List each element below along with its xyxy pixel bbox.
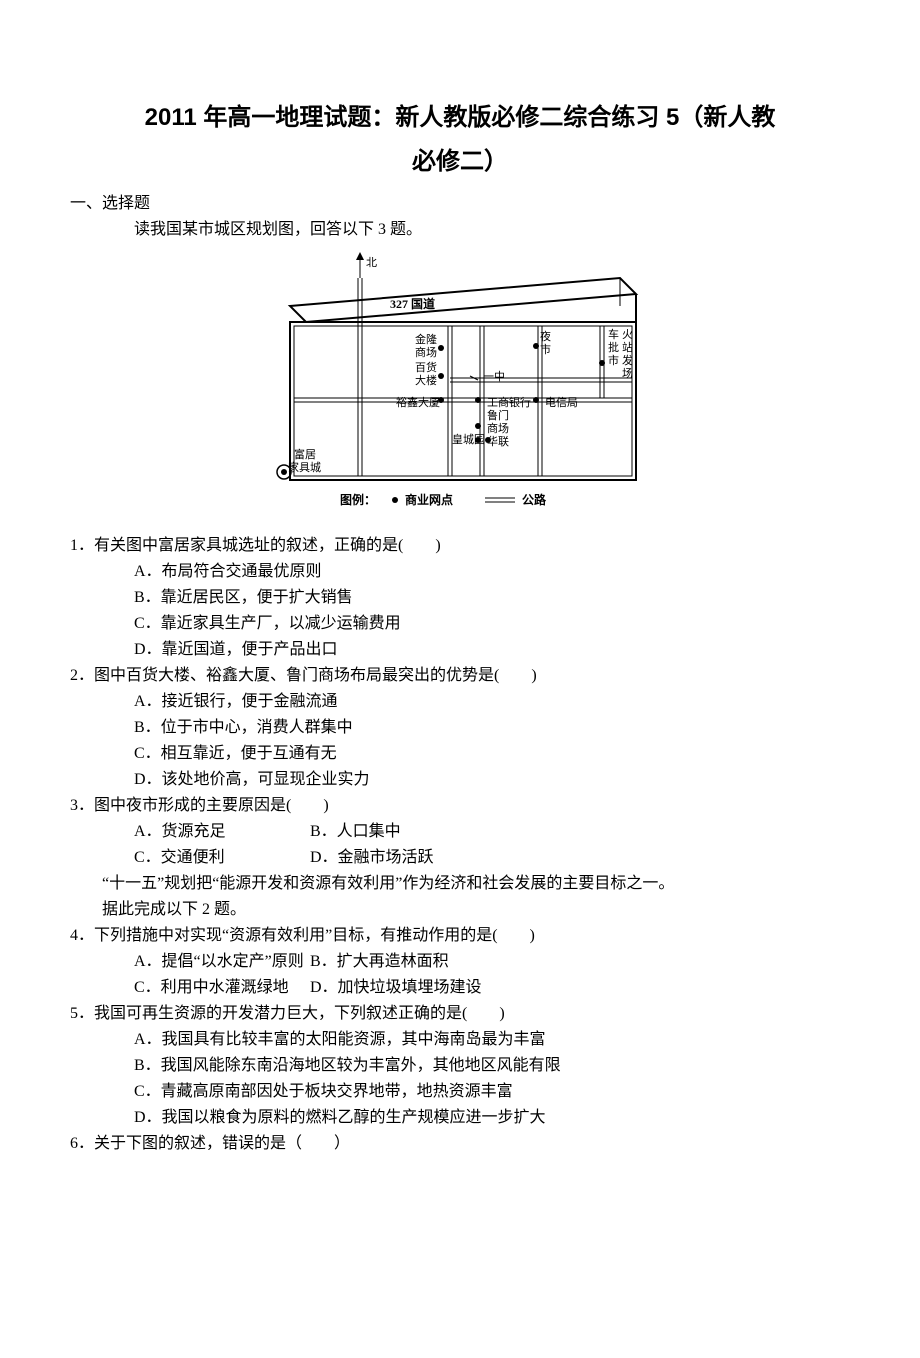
question-stem: 2．图中百货大楼、裕鑫大厦、鲁门商场布局最突出的优势是( ) [70,664,850,688]
svg-text:图例：: 图例： [340,492,376,507]
reading-instruction: 读我国某市城区规划图，回答以下 3 题。 [70,218,850,242]
svg-text:鲁门: 鲁门 [487,408,509,422]
svg-text:市: 市 [608,353,619,367]
svg-text:家具城: 家具城 [288,460,321,474]
city-plan-svg: 北327 国道金隆商场百货大楼裕鑫大厦皇城园一中工商银行鲁门商场华联电信局夜市车… [260,248,660,518]
svg-text:北: 北 [366,256,377,269]
svg-text:批: 批 [608,340,619,354]
svg-text:皇城园: 皇城园 [452,432,485,446]
option: B．我国风能除东南沿海地区较为丰富外，其他地区风能有限 [70,1054,850,1078]
svg-text:华联: 华联 [487,434,509,448]
option: A．提倡“以水定产”原则 [134,950,310,974]
svg-text:电信局: 电信局 [545,396,578,409]
svg-text:百货: 百货 [415,360,437,374]
option: B．扩大再造林面积 [310,950,486,974]
question-stem: 3．图中夜市形成的主要原因是( ) [70,794,850,818]
svg-text:商场: 商场 [487,421,509,435]
option: D．金融市场活跃 [310,846,486,870]
svg-text:商场: 商场 [415,345,437,359]
option-row: A．提倡“以水定产”原则B．扩大再造林面积 [70,950,850,974]
option: B．位于市中心，消费人群集中 [70,716,850,740]
page-title-line1: 2011 年高一地理试题：新人教版必修二综合练习 5（新人教 [70,100,850,136]
svg-text:公路: 公路 [522,492,547,507]
svg-text:火: 火 [622,329,633,341]
option: C．青藏高原南部因处于板块交界地带，地热资源丰富 [70,1080,850,1104]
question-stem: 6．关于下图的叙述，错误的是（ ） [70,1132,850,1156]
option: D．靠近国道，便于产品出口 [70,638,850,662]
svg-text:市: 市 [540,342,551,356]
city-plan-diagram: 北327 国道金隆商场百货大楼裕鑫大厦皇城园一中工商银行鲁门商场华联电信局夜市车… [70,248,850,526]
option: D．我国以粮食为原料的燃料乙醇的生产规模应进一步扩大 [70,1106,850,1130]
option: C．利用中水灌溉绿地 [134,976,310,1000]
svg-text:裕鑫大厦: 裕鑫大厦 [396,395,440,409]
option: B．人口集中 [310,820,486,844]
option-row: A．货源充足B．人口集中 [70,820,850,844]
svg-text:富居: 富居 [294,447,316,461]
option-row: C．利用中水灌溉绿地D．加快垃圾填埋场建设 [70,976,850,1000]
option: A．我国具有比较丰富的太阳能资源，其中海南岛最为丰富 [70,1028,850,1052]
svg-text:工商银行: 工商银行 [487,395,531,409]
section-heading: 一、选择题 [70,192,850,216]
option: B．靠近居民区，便于扩大销售 [70,586,850,610]
option: D．该处地价高，可显现企业实力 [70,768,850,792]
option: C．靠近家具生产厂，以减少运输费用 [70,612,850,636]
svg-text:夜: 夜 [540,329,551,343]
option: A．货源充足 [134,820,310,844]
option: C．交通便利 [134,846,310,870]
question-stem: 4．下列措施中对实现“资源有效利用”目标，有推动作用的是( ) [70,924,850,948]
question-stem: 1．有关图中富居家具城选址的叙述，正确的是( ) [70,534,850,558]
option: A．接近银行，便于金融流通 [70,690,850,714]
svg-text:金隆: 金隆 [415,332,437,346]
note: 据此完成以下 2 题。 [70,898,850,922]
svg-text:车: 车 [608,327,619,341]
svg-text:站: 站 [622,340,633,354]
svg-text:一中: 一中 [483,370,505,383]
svg-text:大楼: 大楼 [415,373,437,387]
option: C．相互靠近，便于互通有无 [70,742,850,766]
svg-text:发: 发 [622,353,633,367]
questions-container: 1．有关图中富居家具城选址的叙述，正确的是( )A．布局符合交通最优原则B．靠近… [70,534,850,1156]
svg-text:327 国道: 327 国道 [390,296,435,311]
option: A．布局符合交通最优原则 [70,560,850,584]
svg-text:商业网点: 商业网点 [405,492,453,507]
svg-text:场: 场 [622,366,633,380]
option: D．加快垃圾填埋场建设 [310,976,486,1000]
note: “十一五”规划把“能源开发和资源有效利用”作为经济和社会发展的主要目标之一。 [70,872,850,896]
page-title-line2: 必修二） [70,144,850,180]
question-stem: 5．我国可再生资源的开发潜力巨大，下列叙述正确的是( ) [70,1002,850,1026]
option-row: C．交通便利D．金融市场活跃 [70,846,850,870]
